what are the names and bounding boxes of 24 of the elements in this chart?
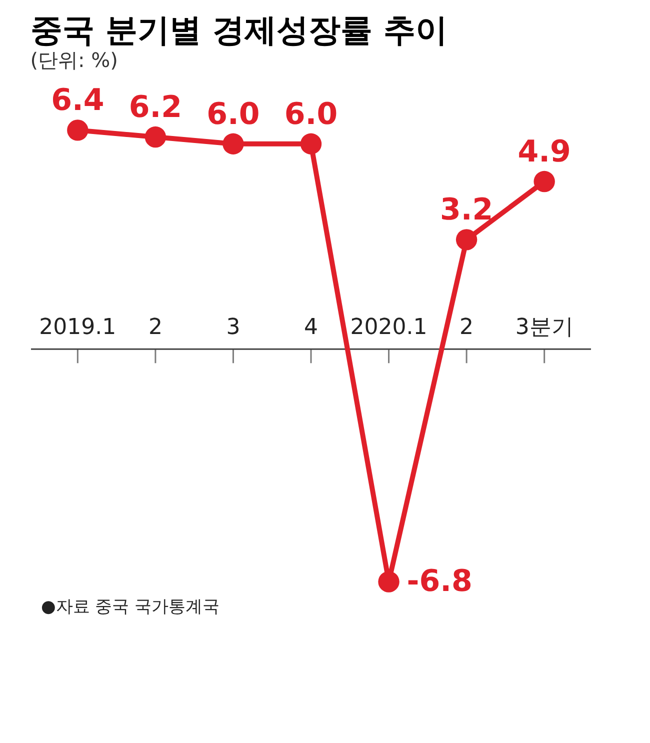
x-tick-label: 3분기 [515,315,574,340]
data-label: 6.2 [128,90,182,126]
point [378,571,400,592]
data-label: 4.9 [518,134,571,170]
x-tick-label: 3 [226,315,240,340]
x-tick-label: 2019.1 [39,315,116,340]
x-tick-label: 2 [148,315,162,340]
point [456,229,478,250]
data-label: -6.8 [406,564,472,599]
point [144,126,166,148]
data-label: 6.0 [206,96,260,132]
data-label: 6.0 [284,96,338,132]
data-label: 6.4 [51,83,104,118]
point [300,133,322,154]
point [534,170,555,192]
data-label: 3.2 [440,192,494,228]
x-tick-label: 2 [460,315,474,340]
x-tick-label: 2020.1 [350,315,428,340]
text: ●자료 중국 국가통계국 [41,597,220,617]
x-tick-label: 4 [304,315,318,340]
chart-subtitle: (단위: %) [30,48,118,72]
point [67,120,88,141]
chart-title: 중국 분기별 경제성장률 추이 [30,11,448,49]
point [222,133,244,154]
